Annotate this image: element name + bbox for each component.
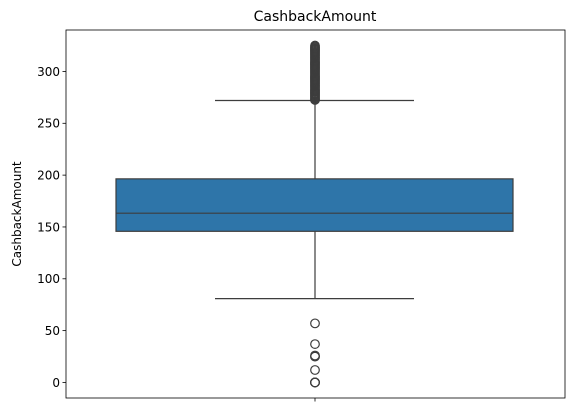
- plot-area: [116, 41, 513, 387]
- y-axis-ticks: 0 50 100 150 200 250 300: [37, 65, 66, 390]
- y-tick-label: 250: [37, 117, 60, 131]
- y-tick-label: 0: [52, 376, 60, 390]
- y-tick-label: 50: [45, 324, 60, 338]
- iqr-box: [116, 179, 513, 231]
- outlier-point: [311, 319, 320, 328]
- y-tick-label: 200: [37, 168, 60, 182]
- y-tick-label: 150: [37, 220, 60, 234]
- chart-title: CashbackAmount: [254, 9, 377, 25]
- outlier-point: [311, 378, 320, 387]
- outlier-point: [311, 340, 320, 349]
- y-tick-label: 100: [37, 272, 60, 286]
- y-tick-label: 300: [37, 65, 60, 79]
- y-axis-label: CashbackAmount: [10, 161, 24, 267]
- outlier-point: [311, 366, 320, 375]
